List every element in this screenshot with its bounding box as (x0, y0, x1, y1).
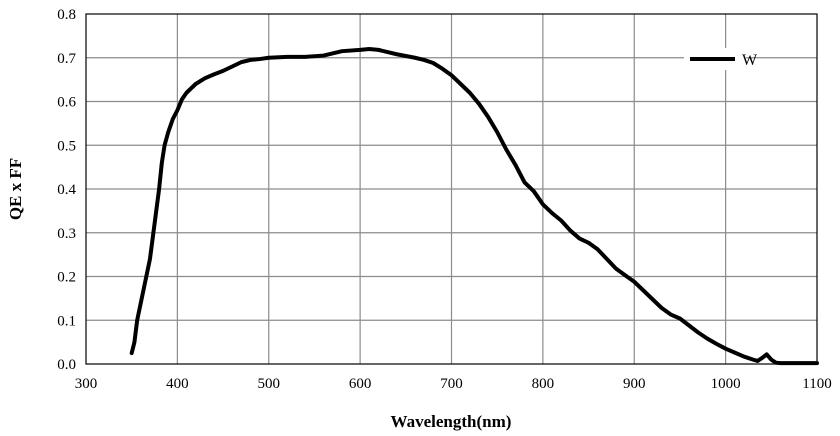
y-tick-label: 0.4 (57, 182, 76, 198)
series-line-w (129, 47, 819, 366)
x-tick-label: 500 (258, 376, 281, 392)
x-tick-label: 400 (166, 376, 189, 392)
x-tick-label: 700 (440, 376, 463, 392)
y-tick-label: 0.3 (57, 226, 76, 242)
legend: W (684, 48, 758, 70)
y-axis-title: QE x FF (6, 158, 25, 220)
legend-label-w: W (742, 52, 758, 69)
x-tick-label: 1000 (711, 376, 741, 392)
x-axis-title: Wavelength(nm) (391, 412, 512, 431)
plot-frame (85, 13, 818, 365)
y-tick-label: 0.2 (57, 270, 76, 286)
series-layer (129, 47, 819, 366)
tick-labels: 300 400 500 600 700 800 900 1000 1100 0.0 0.1 0.2 0.… (57, 7, 831, 392)
x-tick-label: 1100 (802, 376, 831, 392)
x-tick-label: 900 (623, 376, 646, 392)
x-tick-label: 800 (532, 376, 555, 392)
y-tick-label: 0.6 (57, 95, 76, 111)
y-tick-label: 0.0 (57, 357, 76, 373)
x-tick-label: 300 (75, 376, 98, 392)
y-tick-label: 0.8 (57, 7, 76, 23)
y-tick-label: 0.5 (57, 138, 76, 154)
y-tick-label: 0.1 (57, 313, 76, 329)
y-tick-label: 0.7 (57, 51, 76, 67)
x-tick-label: 600 (349, 376, 372, 392)
